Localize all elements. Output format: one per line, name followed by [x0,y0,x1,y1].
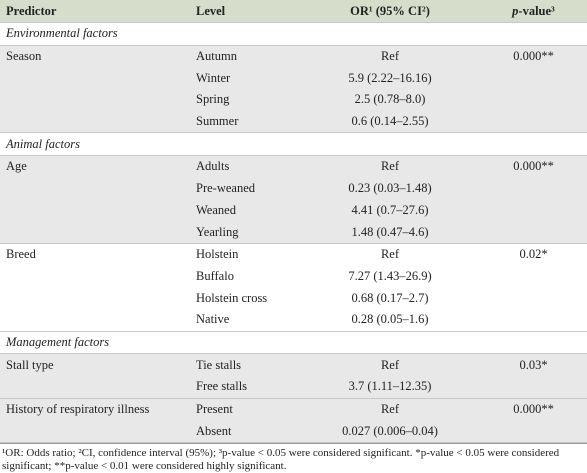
empty-cell [0,266,190,288]
odds-ratio: 0.6 (0.14–2.55) [300,110,480,133]
empty-cell [480,89,587,111]
data-row: Winter 5.9 (2.22–16.16) [0,67,587,90]
empty-cell [0,67,190,90]
column-header: Level [190,0,300,23]
results-table: Predictor Level OR¹ (95% CI²) p-value³ Envi… [0,0,587,443]
level: Present [190,398,300,421]
data-row: Yearling 1.48 (0.47–4.6) [0,221,587,244]
section-title: Management factors [6,334,110,349]
level: Pre-weaned [190,177,300,200]
column-header: OR¹ (95% CI²) [300,0,480,23]
level: Autumn [190,45,300,68]
empty-cell [480,221,587,244]
predictor: History of respiratory illness [0,398,190,421]
empty-cell [480,199,587,222]
data-row: History of respiratory illness Present Ref… [0,398,587,421]
predictor: Breed [6,247,36,262]
level: Tie stalls [190,353,300,376]
section-row: Environmental factors [0,23,587,46]
data-row: Buffalo 7.27 (1.43–26.9) [0,266,587,288]
data-row: Age Adults Ref 0.000** [0,155,587,178]
predictor: Stall type [0,353,190,376]
empty-cell [0,89,190,111]
odds-ratio: 0.28 (0.05–1.6) [351,312,429,327]
p-value: 0.000** [480,398,587,421]
data-row: Absent 0.027 (0.006–0.04) [0,420,587,443]
p-value: 0.02* [519,247,548,262]
data-row: Stall type Tie stalls Ref 0.03* [0,353,587,376]
empty-cell [480,67,587,90]
empty-cell [480,309,587,331]
empty-cell [0,287,190,309]
level: Summer [190,110,300,133]
predictor: Season [0,45,190,68]
empty-cell [0,177,190,200]
level: Native [196,312,230,327]
empty-cell [0,221,190,244]
empty-cell [480,110,587,133]
header-text: -value³ [518,3,555,18]
odds-ratio: Ref [300,398,480,421]
empty-cell [0,420,190,443]
data-row: Pre-weaned 0.23 (0.03–1.48) [0,177,587,200]
odds-ratio: Ref [300,45,480,68]
level: Adults [190,155,300,178]
section-title: Animal factors [6,136,80,151]
odds-ratio: Ref [380,247,400,262]
data-row: Weaned 4.41 (0.7–27.6) [0,199,587,222]
odds-ratio: 2.5 (0.78–8.0) [300,89,480,111]
odds-ratio: 1.48 (0.47–4.6) [300,221,480,244]
level: Winter [190,67,300,90]
data-row: Season Autumn Ref 0.000** [0,45,587,68]
level: Buffalo [196,268,234,283]
level: Spring [190,89,300,111]
p-value: 0.000** [480,45,587,68]
empty-cell [480,177,587,200]
level: Free stalls [190,376,300,399]
data-row: Breed Holstein Ref 0.02* [0,243,587,265]
header-italic: p [512,3,519,18]
section-title: Environmental factors [6,26,118,41]
level: Holstein [196,247,239,262]
data-row: Spring 2.5 (0.78–8.0) [0,89,587,111]
empty-cell [480,420,587,443]
section-row: Management factors [0,331,587,354]
empty-cell [0,199,190,222]
data-row: Summer 0.6 (0.14–2.55) [0,110,587,133]
odds-ratio: Ref [300,155,480,178]
odds-ratio: Ref [300,353,480,376]
predictor: Age [0,155,190,178]
section-row: Animal factors [0,133,587,156]
odds-ratio: 5.9 (2.22–16.16) [300,67,480,90]
p-value: 0.000** [480,155,587,178]
p-value: 0.03* [480,353,587,376]
empty-cell [0,376,190,399]
odds-ratio: 3.7 (1.11–12.35) [300,376,480,399]
data-row: Holstein cross 0.68 (0.17–2.7) [0,287,587,309]
empty-cell [480,376,587,399]
level: Holstein cross [196,290,268,305]
empty-cell [0,110,190,133]
odds-ratio: 4.41 (0.7–27.6) [300,199,480,222]
column-header: Predictor [0,0,190,23]
level: Yearling [190,221,300,244]
empty-cell [480,287,587,309]
data-row: Native 0.28 (0.05–1.6) [0,309,587,332]
header-row: Predictor Level OR¹ (95% CI²) p-value³ [0,0,587,23]
odds-ratio: 0.68 (0.17–2.7) [351,290,429,305]
data-row: Free stalls 3.7 (1.11–12.35) [0,376,587,399]
empty-cell [480,266,587,288]
empty-cell [0,309,190,331]
footnote: ¹OR: Odds ratio; ²CI, confidence interva… [0,443,587,473]
column-header: p-value³ [480,0,587,23]
odds-ratio: 0.027 (0.006–0.04) [300,420,480,443]
table-body: Environmental factors Season Autumn Ref 0.00… [0,23,587,443]
level: Weaned [190,199,300,222]
odds-ratio: 7.27 (1.43–26.9) [348,268,432,283]
odds-ratio: 0.23 (0.03–1.48) [300,177,480,200]
level: Absent [190,420,300,443]
